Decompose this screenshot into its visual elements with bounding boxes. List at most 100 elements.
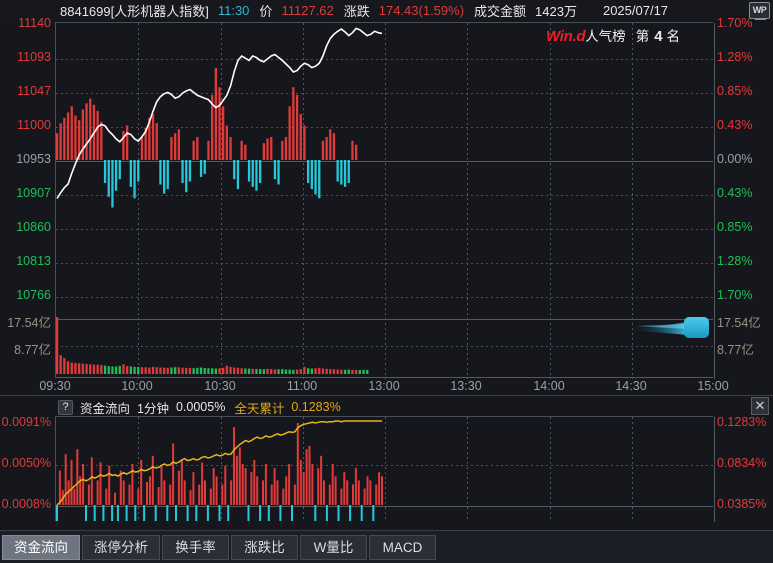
flow-bar [222,106,225,160]
volume-bar [366,369,369,374]
volume-bar [277,369,280,374]
fund-flow-bar [215,476,218,505]
close-icon[interactable]: ✕ [751,397,769,415]
fund-flow-bar [372,505,375,521]
volume-bar [292,369,295,374]
flow-bar [340,160,343,185]
tab-4[interactable]: W量比 [300,534,367,560]
fund-flow-bar [273,468,276,505]
gridline-v [467,417,468,522]
volume-bar [262,369,265,374]
fund-flow-bar [314,505,317,521]
percent-axis-tick: 0.85% [717,220,753,234]
fund-flow-gridlines [55,416,715,522]
fund-flow-bar [76,449,79,505]
flow-bar [273,160,277,180]
gridline-v [138,23,139,379]
time-axis-tick: 11:00 [286,379,318,393]
fund-flow-plot-area[interactable] [55,416,715,522]
fund-flow-bar [201,462,204,505]
volume-bar [155,367,158,374]
fund-flow-bar [151,455,154,505]
index-code-label: 8841699[人形机器人指数] [60,3,209,19]
flow-bar [325,137,328,160]
fund-flow-bar [93,505,96,521]
tab-0[interactable]: 资金流向 [2,534,80,560]
volume-bar [59,355,62,374]
flow-bar [262,143,265,160]
percent-axis-tick: 1.70% [717,288,753,302]
volume-bar [133,366,136,374]
fund-flow-bar [105,488,108,505]
fund-flow-bar [337,505,340,521]
intraday-chart-panel[interactable]: 11140 11093 11047 11000 10953 10907 10860 10813… [0,16,773,395]
volume-bar [288,369,291,374]
volume-bar [233,367,236,374]
tab-3[interactable]: 涨跌比 [231,534,298,560]
intraday-plot-area[interactable]: Win.d人气榜第 4 名 09:30 10:00 10:30 11:00 13:00 13:… [39,20,729,395]
fund-flow-bar [99,462,102,505]
fund-flow-bar [334,476,337,505]
flow-bar [103,160,107,183]
fund-flow-bar [230,480,233,505]
help-icon[interactable]: ? [58,399,73,415]
volume-bar [321,368,325,374]
flow-bar [314,160,317,195]
volume-bar [126,366,129,374]
fund-flow-bar [317,468,320,505]
fund-flow-bar [305,449,308,505]
flow-bar [288,106,291,160]
flow-bar [181,160,184,183]
fund-flow-bar [131,464,134,505]
price-axis-tick: 11093 [17,50,51,64]
tab-1[interactable]: 涨停分析 [82,534,160,560]
flow-bar [203,160,206,174]
fund-flow-bar [369,480,372,505]
volume-bar [151,366,155,374]
fund-flow-bar [247,505,250,521]
fund-flow-cumulative-tick: 0.1283% [717,415,767,429]
fund-flow-bar [357,480,360,505]
volume-bar [203,368,206,374]
plot-gridlines [55,22,715,379]
fund-flow-bar [340,488,343,505]
volume-bar [273,369,277,374]
flow-bar [114,160,118,191]
volume-axis-tick: 8.77亿 [14,343,51,357]
fund-flow-bar [279,505,282,521]
time-axis: 09:30 10:00 10:30 11:00 13:00 13:30 14:00 14:30… [39,378,728,395]
volume-bar [251,368,254,374]
volume-bar [332,369,336,374]
change-value: 174.43(1.59%) [378,2,465,18]
fund-flow-bar [114,492,116,505]
fund-flow-axis-tick: 0.0091% [1,415,51,429]
fund-flow-bar [343,472,346,505]
fund-flow-axis-left: 0.0091% 0.0050% 0.0008% [0,415,54,521]
fund-flow-bar [148,476,151,505]
flow-bar [229,137,232,160]
fund-flow-cumulative-value: 0.1283% [291,400,341,414]
fund-flow-header: ? 资金流向 1分钟 0.0005% 全天累计 0.1283% [0,398,773,416]
flow-bar [310,160,313,190]
fund-flow-panel[interactable]: ? 资金流向 1分钟 0.0005% 全天累计 0.1283% ✕ 0.0091… [0,395,773,530]
amount-value: 1423万 [535,3,577,19]
gridline-h [56,59,713,60]
volume-bar [81,363,84,374]
volume-bar [295,369,299,374]
flow-bar [185,160,188,193]
flow-bar [351,140,354,160]
fund-flow-bar [82,464,85,505]
fund-flow-cumulative-tick: 0.0385% [717,497,767,511]
gridline-h [56,297,713,298]
flow-bar [266,138,269,160]
flow-bar [292,87,295,160]
tab-5[interactable]: MACD [369,534,436,560]
fund-flow-bar [325,505,328,521]
indicator-tabbar[interactable]: 资金流向 涨停分析 换手率 涨跌比 W量比 MACD [0,530,773,563]
tab-2[interactable]: 换手率 [162,534,229,560]
fund-flow-bar [67,480,70,505]
fund-flow-axis-tick: 0.0050% [1,456,51,470]
flow-bar [170,137,173,160]
fund-flow-bar [102,505,105,521]
volume-bar [214,368,217,374]
